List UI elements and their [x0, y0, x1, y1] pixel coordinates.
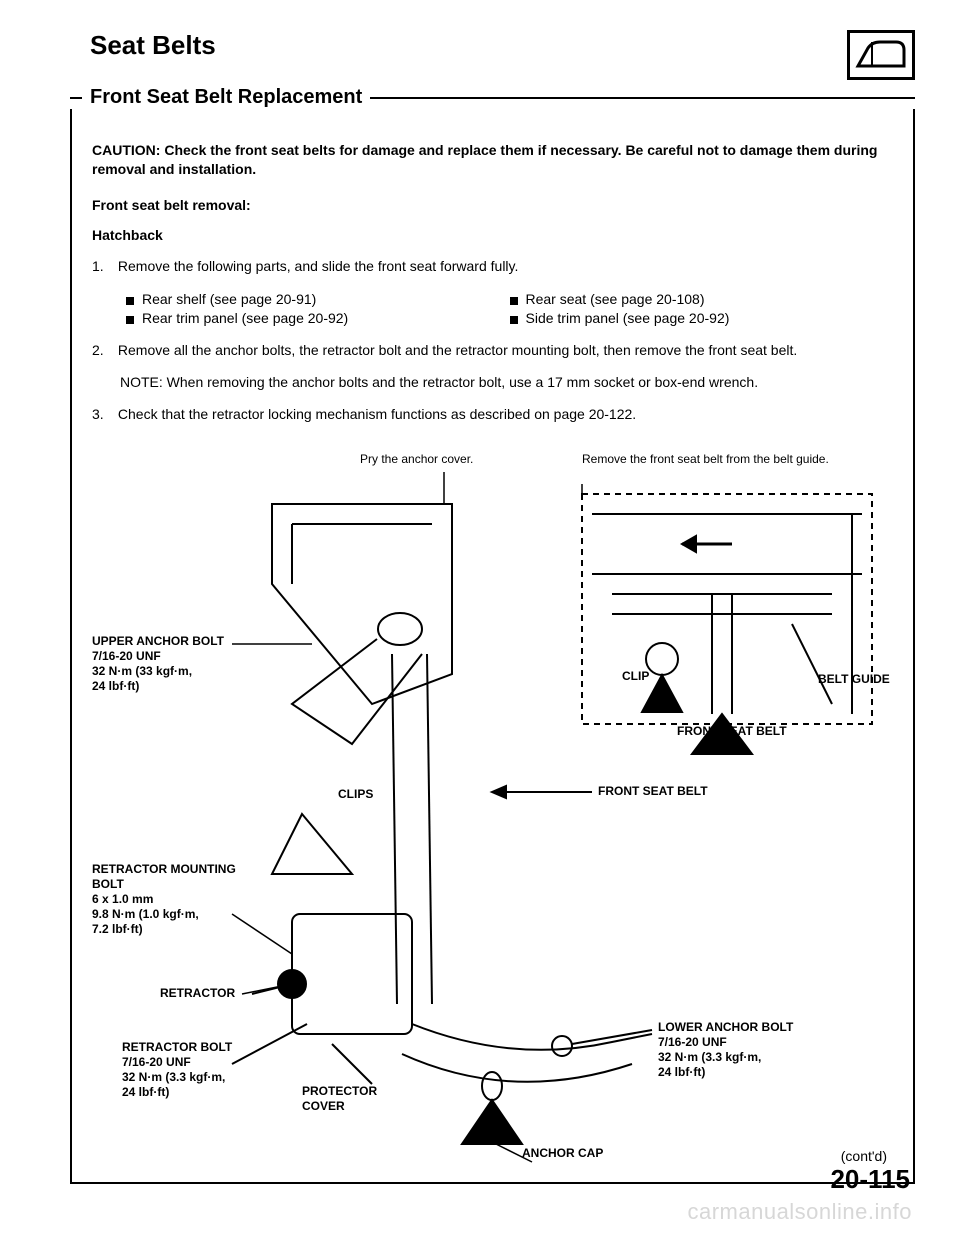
bullet-col-right: Rear seat (see page 20-108) Side trim pa… [510, 288, 894, 329]
frame-title: Front Seat Belt Replacement [82, 86, 370, 109]
bullet-col-left: Rear shelf (see page 20-91) Rear trim pa… [126, 288, 510, 329]
frame-rule-tail [370, 97, 915, 99]
frame-rule-lead [70, 97, 82, 99]
bullet-rear-trim: Rear trim panel (see page 20-92) [126, 310, 510, 326]
bullet-rear-seat: Rear seat (see page 20-108) [510, 291, 894, 307]
subheading-hatchback: Hatchback [92, 227, 893, 243]
caution-text: CAUTION: Check the front seat belts for … [92, 141, 893, 179]
step-num-2: 2. [92, 341, 114, 361]
step-2: 2. Remove all the anchor bolts, the retr… [92, 341, 893, 361]
frame-title-row: Front Seat Belt Replacement [70, 86, 915, 109]
label-upper-anchor-bolt: UPPER ANCHOR BOLT 7/16-20 UNF 32 N·m (33… [92, 634, 224, 694]
bullet-side-trim: Side trim panel (see page 20-92) [510, 310, 894, 326]
page-container: Seat Belts Front Seat Belt Replacement C… [0, 0, 960, 1243]
label-lower-anchor-bolt: LOWER ANCHOR BOLT 7/16-20 UNF 32 N·m (3.… [658, 1020, 793, 1080]
step-1: 1. Remove the following parts, and slide… [92, 257, 893, 277]
step-num-1: 1. [92, 257, 114, 277]
bullet-rear-shelf: Rear shelf (see page 20-91) [126, 291, 510, 307]
caution-body: Check the front seat belts for damage an… [92, 142, 877, 177]
page-number: 20-115 [830, 1164, 910, 1195]
step-1-text: Remove the following parts, and slide th… [118, 258, 519, 274]
label-anchor-cap: ANCHOR CAP [522, 1146, 603, 1161]
caution-label: CAUTION: [92, 142, 160, 158]
label-clip: CLIP [622, 669, 649, 684]
step-2-note: NOTE: When removing the anchor bolts and… [120, 373, 893, 393]
label-remove-guide: Remove the front seat belt from the belt… [582, 452, 829, 467]
section-title: Seat Belts [60, 30, 216, 61]
step-num-3: 3. [92, 405, 114, 425]
content-frame: CAUTION: Check the front seat belts for … [70, 109, 915, 1184]
step-3: 3. Check that the retractor locking mech… [92, 405, 893, 425]
label-protector-cover: PROTECTOR COVER [302, 1084, 377, 1114]
label-front-seat-belt-lower: FRONT SEAT BELT [598, 784, 708, 799]
watermark: carmanualsonline.info [687, 1199, 912, 1225]
diagram-area: Pry the anchor cover. Remove the front s… [92, 444, 893, 1164]
label-retractor-mounting-bolt: RETRACTOR MOUNTING BOLT 6 x 1.0 mm 9.8 N… [92, 862, 236, 937]
label-retractor-bolt: RETRACTOR BOLT 7/16-20 UNF 32 N·m (3.3 k… [122, 1040, 232, 1100]
subheading-removal: Front seat belt removal: [92, 197, 893, 213]
seat-belt-icon [847, 30, 915, 80]
label-front-seat-belt-upper: FRONT SEAT BELT [677, 724, 787, 739]
label-pry-cover: Pry the anchor cover. [360, 452, 473, 467]
label-retractor: RETRACTOR [160, 986, 235, 1001]
contd-label: (cont'd) [841, 1148, 887, 1164]
step-2-text: Remove all the anchor bolts, the retract… [118, 342, 797, 358]
header-row: Seat Belts [60, 30, 915, 80]
step-3-text: Check that the retractor locking mechani… [118, 406, 636, 422]
label-clips: CLIPS [338, 787, 373, 802]
label-belt-guide: BELT GUIDE [818, 672, 890, 687]
bullet-columns: Rear shelf (see page 20-91) Rear trim pa… [126, 288, 893, 329]
